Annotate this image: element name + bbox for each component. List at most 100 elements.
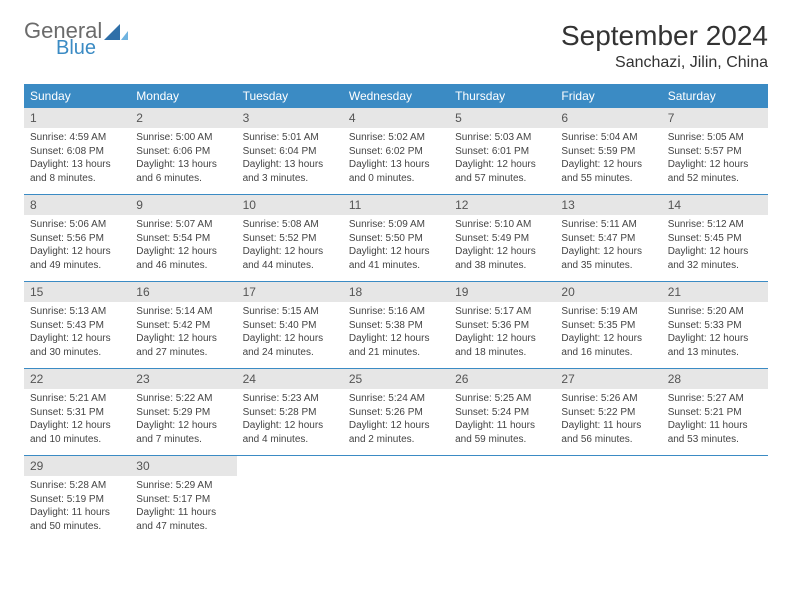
sunrise-text: Sunrise: 5:01 AM — [243, 131, 337, 145]
day-number — [449, 456, 555, 476]
dow-sun: Sunday — [24, 84, 130, 108]
daylight-text: Daylight: 13 hours — [136, 158, 230, 172]
day-number: 13 — [555, 195, 661, 215]
daylight-text: and 6 minutes. — [136, 172, 230, 186]
day-number: 10 — [237, 195, 343, 215]
day-body: Sunrise: 5:08 AMSunset: 5:52 PMDaylight:… — [237, 215, 343, 278]
daylight-text: and 44 minutes. — [243, 259, 337, 273]
dow-header: Sunday Monday Tuesday Wednesday Thursday… — [24, 84, 768, 108]
daylight-text: Daylight: 13 hours — [349, 158, 443, 172]
day-cell: 29Sunrise: 5:28 AMSunset: 5:19 PMDayligh… — [24, 456, 130, 542]
daylight-text: and 30 minutes. — [30, 346, 124, 360]
daylight-text: Daylight: 11 hours — [30, 506, 124, 520]
day-number: 1 — [24, 108, 130, 128]
sunrise-text: Sunrise: 5:06 AM — [30, 218, 124, 232]
daylight-text: Daylight: 12 hours — [561, 245, 655, 259]
sunrise-text: Sunrise: 5:09 AM — [349, 218, 443, 232]
sunset-text: Sunset: 6:01 PM — [455, 145, 549, 159]
sunset-text: Sunset: 5:24 PM — [455, 406, 549, 420]
daylight-text: Daylight: 12 hours — [561, 332, 655, 346]
daylight-text: Daylight: 12 hours — [455, 158, 549, 172]
day-number: 5 — [449, 108, 555, 128]
day-cell: 19Sunrise: 5:17 AMSunset: 5:36 PMDayligh… — [449, 282, 555, 368]
day-body: Sunrise: 5:19 AMSunset: 5:35 PMDaylight:… — [555, 302, 661, 365]
week-row: 8Sunrise: 5:06 AMSunset: 5:56 PMDaylight… — [24, 195, 768, 282]
daylight-text: Daylight: 12 hours — [349, 419, 443, 433]
header: General Blue September 2024 Sanchazi, Ji… — [24, 20, 768, 72]
day-body: Sunrise: 4:59 AMSunset: 6:08 PMDaylight:… — [24, 128, 130, 191]
day-cell — [555, 456, 661, 542]
daylight-text: and 10 minutes. — [30, 433, 124, 447]
day-body: Sunrise: 5:29 AMSunset: 5:17 PMDaylight:… — [130, 476, 236, 539]
day-number: 12 — [449, 195, 555, 215]
day-cell: 21Sunrise: 5:20 AMSunset: 5:33 PMDayligh… — [662, 282, 768, 368]
day-number: 6 — [555, 108, 661, 128]
day-cell: 13Sunrise: 5:11 AMSunset: 5:47 PMDayligh… — [555, 195, 661, 281]
daylight-text: Daylight: 11 hours — [668, 419, 762, 433]
daylight-text: and 50 minutes. — [30, 520, 124, 534]
daylight-text: and 27 minutes. — [136, 346, 230, 360]
day-body: Sunrise: 5:02 AMSunset: 6:02 PMDaylight:… — [343, 128, 449, 191]
day-number: 18 — [343, 282, 449, 302]
daylight-text: Daylight: 12 hours — [668, 245, 762, 259]
day-cell: 5Sunrise: 5:03 AMSunset: 6:01 PMDaylight… — [449, 108, 555, 194]
day-number: 27 — [555, 369, 661, 389]
sunrise-text: Sunrise: 5:22 AM — [136, 392, 230, 406]
daylight-text: and 57 minutes. — [455, 172, 549, 186]
sunset-text: Sunset: 5:17 PM — [136, 493, 230, 507]
day-number: 7 — [662, 108, 768, 128]
daylight-text: Daylight: 12 hours — [349, 245, 443, 259]
daylight-text: and 55 minutes. — [561, 172, 655, 186]
day-number: 4 — [343, 108, 449, 128]
day-number: 16 — [130, 282, 236, 302]
day-number: 24 — [237, 369, 343, 389]
day-body: Sunrise: 5:20 AMSunset: 5:33 PMDaylight:… — [662, 302, 768, 365]
day-number: 14 — [662, 195, 768, 215]
daylight-text: Daylight: 12 hours — [30, 332, 124, 346]
sunrise-text: Sunrise: 5:08 AM — [243, 218, 337, 232]
day-cell: 9Sunrise: 5:07 AMSunset: 5:54 PMDaylight… — [130, 195, 236, 281]
daylight-text: and 4 minutes. — [243, 433, 337, 447]
day-body: Sunrise: 5:09 AMSunset: 5:50 PMDaylight:… — [343, 215, 449, 278]
daylight-text: and 35 minutes. — [561, 259, 655, 273]
day-body: Sunrise: 5:00 AMSunset: 6:06 PMDaylight:… — [130, 128, 236, 191]
dow-sat: Saturday — [662, 84, 768, 108]
day-number: 22 — [24, 369, 130, 389]
sunset-text: Sunset: 5:22 PM — [561, 406, 655, 420]
day-cell: 25Sunrise: 5:24 AMSunset: 5:26 PMDayligh… — [343, 369, 449, 455]
sunrise-text: Sunrise: 5:29 AM — [136, 479, 230, 493]
logo-text-blue: Blue — [56, 38, 128, 58]
day-body: Sunrise: 5:04 AMSunset: 5:59 PMDaylight:… — [555, 128, 661, 191]
sunset-text: Sunset: 5:26 PM — [349, 406, 443, 420]
sunrise-text: Sunrise: 5:15 AM — [243, 305, 337, 319]
sunrise-text: Sunrise: 5:10 AM — [455, 218, 549, 232]
day-body: Sunrise: 5:22 AMSunset: 5:29 PMDaylight:… — [130, 389, 236, 452]
day-number: 11 — [343, 195, 449, 215]
sunrise-text: Sunrise: 5:11 AM — [561, 218, 655, 232]
sunrise-text: Sunrise: 5:16 AM — [349, 305, 443, 319]
day-cell: 6Sunrise: 5:04 AMSunset: 5:59 PMDaylight… — [555, 108, 661, 194]
day-body: Sunrise: 5:16 AMSunset: 5:38 PMDaylight:… — [343, 302, 449, 365]
location: Sanchazi, Jilin, China — [561, 54, 768, 72]
day-cell: 23Sunrise: 5:22 AMSunset: 5:29 PMDayligh… — [130, 369, 236, 455]
sunset-text: Sunset: 5:28 PM — [243, 406, 337, 420]
day-number: 23 — [130, 369, 236, 389]
daylight-text: and 47 minutes. — [136, 520, 230, 534]
day-cell: 27Sunrise: 5:26 AMSunset: 5:22 PMDayligh… — [555, 369, 661, 455]
day-body: Sunrise: 5:14 AMSunset: 5:42 PMDaylight:… — [130, 302, 236, 365]
daylight-text: and 0 minutes. — [349, 172, 443, 186]
day-cell: 18Sunrise: 5:16 AMSunset: 5:38 PMDayligh… — [343, 282, 449, 368]
day-body: Sunrise: 5:01 AMSunset: 6:04 PMDaylight:… — [237, 128, 343, 191]
day-cell: 11Sunrise: 5:09 AMSunset: 5:50 PMDayligh… — [343, 195, 449, 281]
day-cell: 28Sunrise: 5:27 AMSunset: 5:21 PMDayligh… — [662, 369, 768, 455]
daylight-text: Daylight: 12 hours — [30, 245, 124, 259]
day-number: 9 — [130, 195, 236, 215]
daylight-text: Daylight: 12 hours — [136, 419, 230, 433]
sunrise-text: Sunrise: 5:24 AM — [349, 392, 443, 406]
day-body: Sunrise: 5:12 AMSunset: 5:45 PMDaylight:… — [662, 215, 768, 278]
daylight-text: Daylight: 12 hours — [243, 245, 337, 259]
day-number: 19 — [449, 282, 555, 302]
sunrise-text: Sunrise: 5:07 AM — [136, 218, 230, 232]
sunset-text: Sunset: 5:50 PM — [349, 232, 443, 246]
sunset-text: Sunset: 5:35 PM — [561, 319, 655, 333]
